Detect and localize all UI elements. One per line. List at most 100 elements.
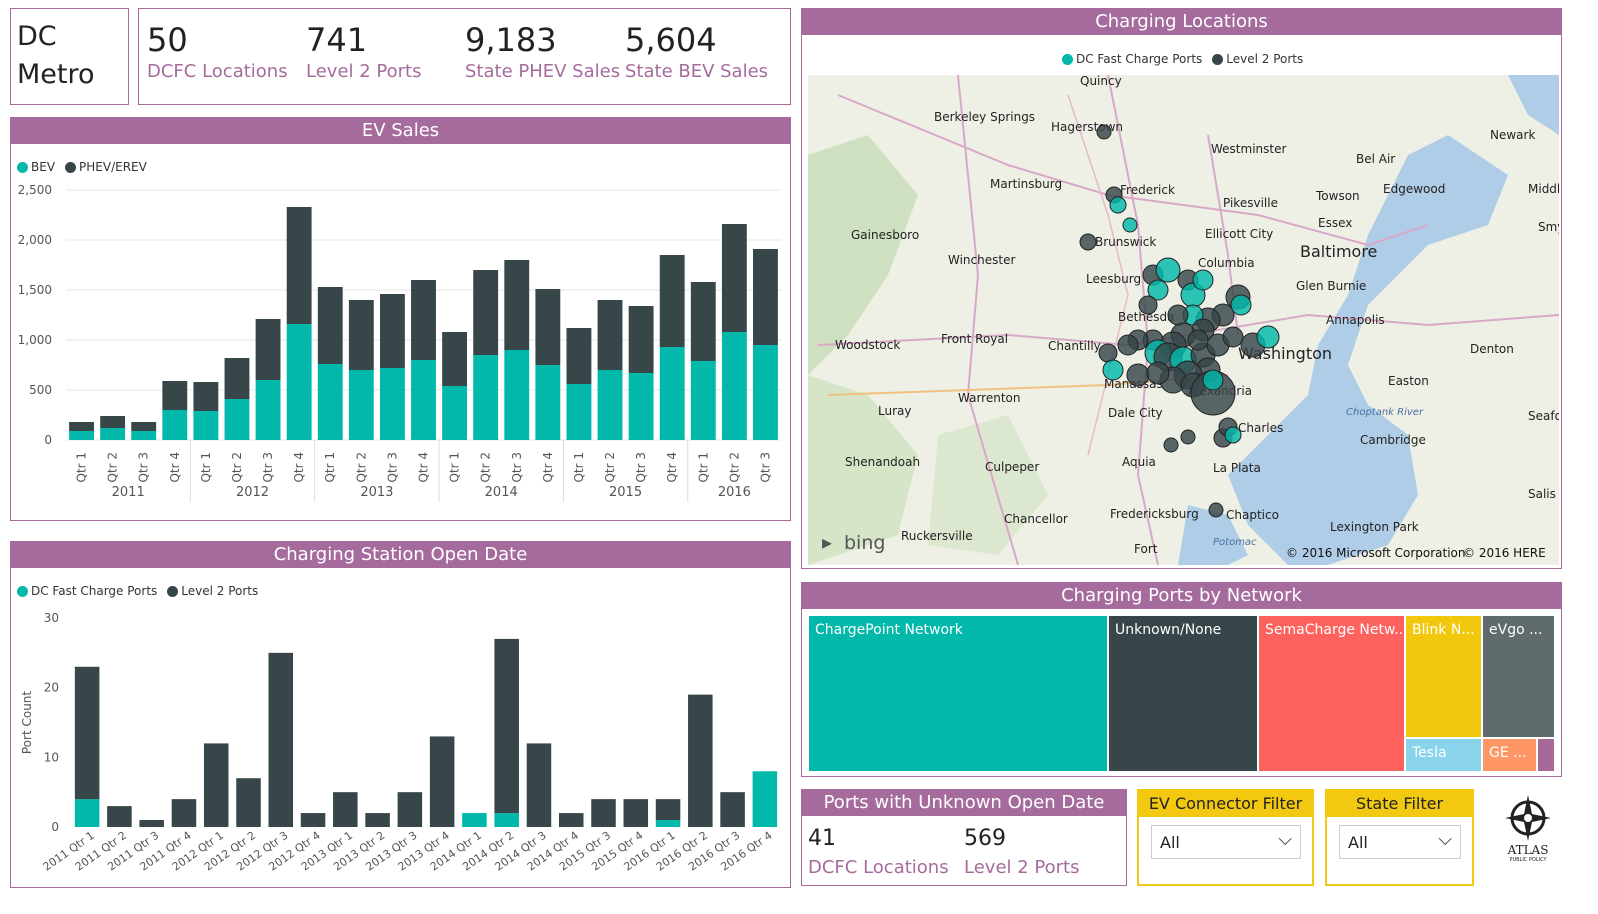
legend-l2[interactable]: Level 2 Ports	[167, 584, 258, 598]
bing-icon: ▸	[822, 530, 832, 554]
bar-dcfc	[494, 813, 519, 827]
connector-filter-dropdown[interactable]: All ⌵	[1151, 825, 1301, 859]
bing-logo: ▸ bing	[822, 530, 885, 554]
x-tick-label: Qtr 3	[634, 452, 648, 483]
ev-sales-title: EV Sales	[11, 118, 790, 144]
bar-phev	[535, 289, 561, 365]
bar-level2	[236, 778, 261, 827]
bar-level2	[268, 652, 294, 827]
marker-level2	[1222, 326, 1244, 348]
state-filter-dropdown[interactable]: All ⌵	[1339, 825, 1461, 859]
compass-icon	[1505, 795, 1551, 841]
bar-phev	[193, 382, 219, 411]
region-line1: DC	[17, 21, 57, 52]
bar-phev	[162, 381, 188, 410]
map-place: Chancellor	[1004, 512, 1068, 526]
unknown-open-title: Ports with Unknown Open Date	[802, 790, 1126, 816]
x-tick-label: Qtr 1	[75, 452, 89, 483]
treemap-evgo[interactable]: eVgo ...	[1482, 615, 1555, 738]
y-tick-label: 10	[44, 750, 59, 764]
treemap-other[interactable]	[1537, 738, 1555, 772]
legend-bev[interactable]: BEV	[17, 160, 55, 174]
bar-phev	[317, 287, 343, 364]
marker-dcfc	[1155, 257, 1181, 283]
open-date-legend: DC Fast Charge Ports Level 2 Ports	[17, 584, 258, 598]
bar-phev	[224, 358, 250, 399]
map-place: Fort	[1134, 542, 1158, 556]
x-tick-label: Qtr 2	[354, 452, 368, 483]
map-place: Glen Burnie	[1296, 279, 1366, 293]
x-tick-label: Qtr 3	[385, 452, 399, 483]
map-copyright: © 2016 Microsoft Corporation	[1286, 546, 1465, 560]
atlas-logo-text: ATLAS	[1507, 843, 1549, 857]
legend-phev[interactable]: PHEV/EREV	[65, 160, 147, 174]
region-line2: Metro	[17, 59, 95, 90]
map-place: Baltimore	[1300, 242, 1377, 261]
bar-phev	[690, 282, 716, 361]
bar-level2	[494, 638, 519, 814]
legend-dot-icon	[65, 161, 77, 173]
treemap-semacharge[interactable]: SemaCharge Netw...	[1258, 615, 1405, 772]
bar-phev	[504, 260, 530, 350]
map-markers[interactable]	[1079, 124, 1280, 518]
x-tick-label: Qtr 2	[479, 452, 493, 483]
treemap-unknown[interactable]: Unknown/None	[1108, 615, 1258, 772]
year-label: 2011	[112, 485, 145, 500]
treemap-blink[interactable]: Blink N...	[1405, 615, 1482, 738]
treemap-ge[interactable]: GE ...	[1482, 738, 1537, 772]
legend-dot-icon	[17, 585, 28, 597]
legend-dcfc[interactable]: DC Fast Charge Ports	[17, 584, 157, 598]
map-place: Salis	[1528, 487, 1556, 501]
map-place: Westminster	[1211, 142, 1286, 156]
map-title: Charging Locations	[802, 9, 1561, 35]
bar-bev	[69, 431, 94, 440]
bar-bev	[224, 399, 250, 440]
map-place: Ruckersville	[901, 529, 973, 543]
map-panel: Charging Locations DC Fast Charge Ports …	[801, 8, 1562, 569]
map-place: Luray	[878, 404, 911, 418]
legend-dot-icon	[1212, 53, 1224, 65]
bar-level2	[397, 792, 423, 827]
x-tick-label: Qtr 2	[727, 452, 741, 483]
connector-filter-title: EV Connector Filter	[1139, 791, 1312, 817]
map-legend-l2[interactable]: Level 2 Ports	[1212, 52, 1303, 66]
chevron-down-icon: ⌵	[1438, 829, 1452, 850]
map-place: Chantilly	[1048, 339, 1101, 353]
y-tick-label: 0	[51, 820, 59, 834]
bar-bev	[348, 370, 374, 440]
marker-dcfc	[1102, 359, 1124, 381]
y-tick-label: 1,000	[18, 333, 52, 347]
bar-level2	[558, 813, 584, 827]
map-place: Frederick	[1120, 183, 1175, 197]
bar-bev	[597, 370, 623, 440]
bar-bev	[411, 360, 436, 440]
y-tick-label: 500	[29, 383, 52, 397]
bar-phev	[69, 422, 94, 431]
map-place: Towson	[1315, 189, 1360, 203]
bar-phev	[286, 207, 312, 324]
bar-dcfc	[74, 799, 100, 827]
bar-bev	[442, 386, 468, 440]
treemap-chargepoint[interactable]: ChargePoint Network	[808, 615, 1108, 772]
map-canvas[interactable]: Quincy Berkeley Springs Hagerstown Westm…	[808, 75, 1559, 565]
map-place: La Plata	[1213, 461, 1261, 475]
treemap-tesla[interactable]: Tesla	[1405, 738, 1482, 772]
bar-bev	[628, 373, 654, 440]
map-place: Bethesda	[1118, 310, 1175, 324]
connector-filter-value: All	[1160, 833, 1180, 852]
marker-level2	[1096, 124, 1112, 140]
y-tick-label: 2,500	[18, 183, 52, 197]
map-legend-dcfc[interactable]: DC Fast Charge Ports	[1062, 52, 1202, 66]
bar-phev	[628, 306, 654, 373]
bar-level2	[655, 799, 681, 821]
bar-bev	[566, 384, 592, 440]
y-axis-title: Port Count	[20, 691, 34, 755]
map-place: Berkeley Springs	[934, 110, 1035, 124]
map-place: Brunswick	[1095, 235, 1156, 249]
map-place: Newark	[1490, 128, 1535, 142]
bar-bev	[535, 365, 561, 440]
map-place: Hagerstown	[1051, 120, 1123, 134]
year-label: 2013	[360, 485, 393, 500]
year-label: 2016	[718, 485, 751, 500]
